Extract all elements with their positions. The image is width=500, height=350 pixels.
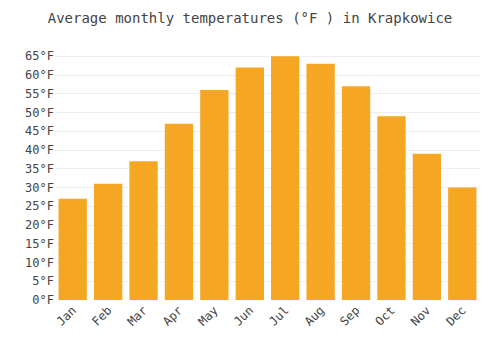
svg-text:Apr: Apr <box>160 303 185 328</box>
svg-text:Feb: Feb <box>89 303 114 328</box>
svg-text:55°F: 55°F <box>25 87 54 101</box>
svg-text:Jun: Jun <box>231 303 256 328</box>
svg-text:20°F: 20°F <box>25 218 54 232</box>
svg-text:10°F: 10°F <box>25 256 54 270</box>
svg-text:Aug: Aug <box>302 303 327 328</box>
svg-text:Oct: Oct <box>373 303 398 328</box>
svg-text:Mar: Mar <box>125 303 150 328</box>
svg-text:35°F: 35°F <box>25 162 54 176</box>
svg-text:Sep: Sep <box>337 303 362 328</box>
svg-text:40°F: 40°F <box>25 143 54 157</box>
svg-text:45°F: 45°F <box>25 124 54 138</box>
svg-text:Jul: Jul <box>266 303 291 328</box>
svg-text:5°F: 5°F <box>32 274 54 288</box>
svg-text:60°F: 60°F <box>25 68 54 82</box>
svg-text:Jan: Jan <box>54 303 79 328</box>
svg-text:15°F: 15°F <box>25 237 54 251</box>
svg-text:Average monthly temperatures (: Average monthly temperatures (°F ) in Kr… <box>48 10 453 26</box>
svg-text:50°F: 50°F <box>25 106 54 120</box>
svg-text:25°F: 25°F <box>25 199 54 213</box>
svg-text:0°F: 0°F <box>32 293 54 307</box>
svg-text:65°F: 65°F <box>25 49 54 63</box>
svg-text:May: May <box>196 303 221 328</box>
svg-text:30°F: 30°F <box>25 181 54 195</box>
svg-text:Nov: Nov <box>408 303 433 328</box>
svg-text:Dec: Dec <box>443 303 468 328</box>
